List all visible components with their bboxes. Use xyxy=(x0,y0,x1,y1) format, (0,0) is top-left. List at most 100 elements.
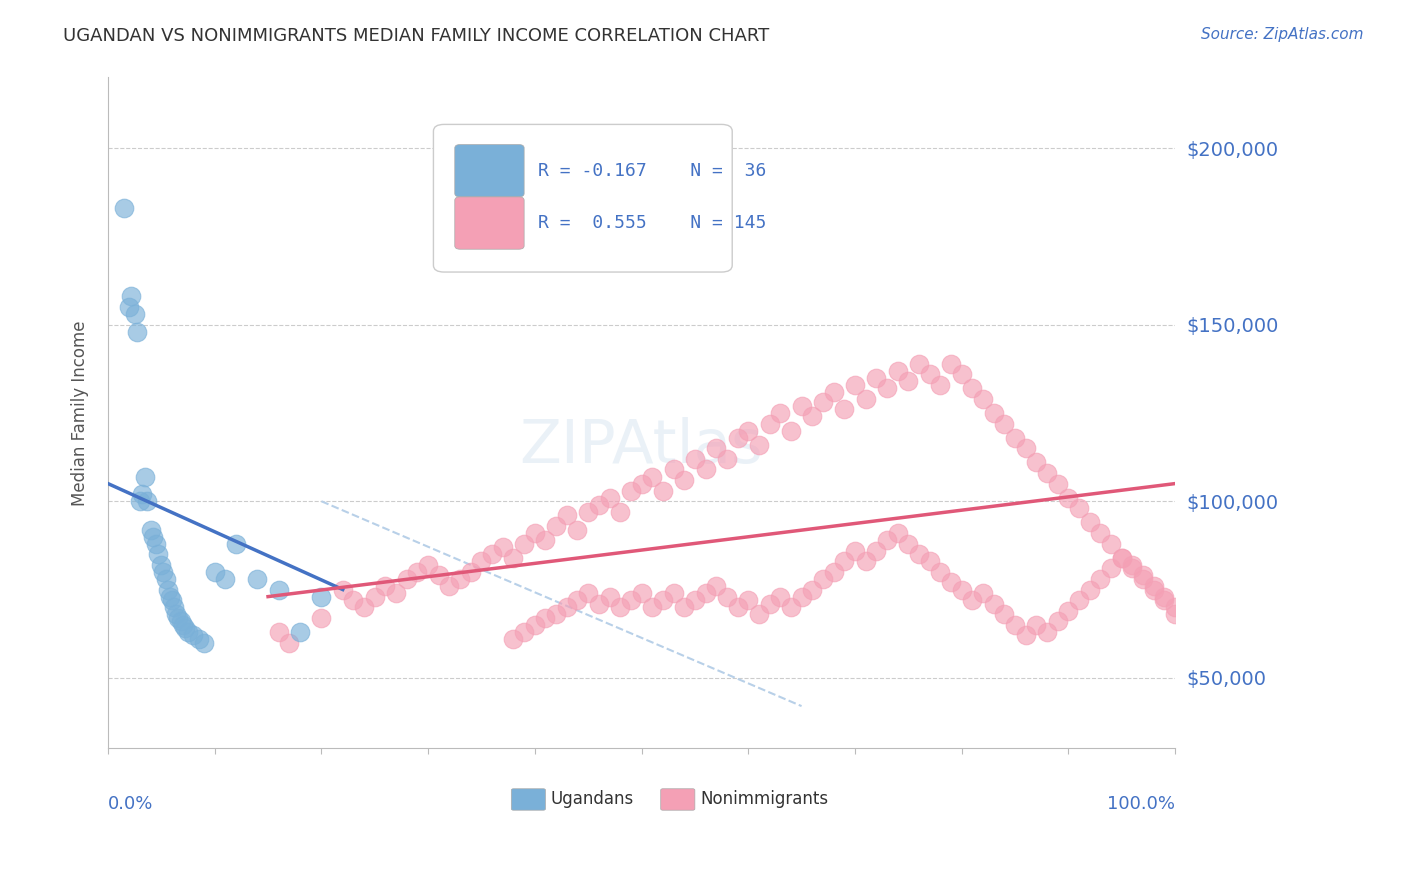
Point xyxy=(177,624,200,639)
Point xyxy=(886,526,908,541)
Point xyxy=(983,597,1005,611)
Text: Source: ZipAtlas.com: Source: ZipAtlas.com xyxy=(1201,27,1364,42)
Point xyxy=(1099,561,1122,575)
Point xyxy=(534,533,557,547)
Point xyxy=(159,590,181,604)
Point xyxy=(567,593,589,607)
Point xyxy=(406,565,429,579)
Point xyxy=(523,618,546,632)
Point xyxy=(160,593,183,607)
Point xyxy=(311,590,333,604)
Point xyxy=(416,558,439,572)
Point xyxy=(897,374,920,388)
Point xyxy=(876,533,898,547)
Point xyxy=(929,377,952,392)
Point xyxy=(598,491,620,505)
Point xyxy=(1014,442,1036,456)
Point xyxy=(929,565,952,579)
Point xyxy=(1090,526,1112,541)
Point xyxy=(332,582,354,597)
Point xyxy=(993,417,1015,431)
Point xyxy=(118,300,141,314)
Point xyxy=(1111,550,1133,565)
Point xyxy=(1132,572,1154,586)
Point xyxy=(145,536,167,550)
Point xyxy=(150,558,173,572)
Point xyxy=(769,590,792,604)
Point xyxy=(112,201,135,215)
Point xyxy=(172,618,194,632)
Point xyxy=(918,367,941,381)
Point xyxy=(737,593,759,607)
Point xyxy=(1004,618,1026,632)
Point xyxy=(364,590,387,604)
Point xyxy=(152,565,174,579)
Point xyxy=(225,536,247,550)
Point xyxy=(163,600,186,615)
Point xyxy=(641,600,664,615)
Text: Ugandans: Ugandans xyxy=(551,790,634,808)
Point xyxy=(502,632,524,646)
Point xyxy=(801,409,824,424)
Text: Nonimmigrants: Nonimmigrants xyxy=(700,790,828,808)
Point xyxy=(1078,582,1101,597)
Text: 0.0%: 0.0% xyxy=(108,796,153,814)
Point xyxy=(1057,604,1080,618)
Point xyxy=(395,572,418,586)
Point xyxy=(758,597,780,611)
Point xyxy=(342,593,364,607)
Point xyxy=(811,572,834,586)
Point xyxy=(598,590,620,604)
Text: ZIPAtlas: ZIPAtlas xyxy=(520,417,763,476)
Point xyxy=(673,473,696,487)
Point xyxy=(460,565,482,579)
Point xyxy=(470,554,492,568)
Point xyxy=(278,635,301,649)
Point xyxy=(662,462,685,476)
Point xyxy=(576,586,599,600)
Point xyxy=(1153,590,1175,604)
Point xyxy=(546,519,568,533)
Point xyxy=(727,600,749,615)
Point xyxy=(165,607,187,622)
Point xyxy=(555,508,578,523)
Point xyxy=(865,543,887,558)
Point xyxy=(1057,491,1080,505)
Point xyxy=(769,406,792,420)
Point xyxy=(1036,624,1059,639)
Point xyxy=(555,600,578,615)
Point xyxy=(811,395,834,409)
Point xyxy=(876,381,898,395)
Point xyxy=(124,307,146,321)
Point xyxy=(844,543,866,558)
Point xyxy=(146,547,169,561)
Text: UGANDAN VS NONIMMIGRANTS MEDIAN FAMILY INCOME CORRELATION CHART: UGANDAN VS NONIMMIGRANTS MEDIAN FAMILY I… xyxy=(63,27,769,45)
Point xyxy=(1164,607,1187,622)
Point xyxy=(950,582,973,597)
Point xyxy=(1143,582,1166,597)
FancyBboxPatch shape xyxy=(433,124,733,272)
Point xyxy=(716,451,738,466)
Point xyxy=(832,402,855,417)
Point xyxy=(1025,618,1047,632)
Point xyxy=(1046,615,1069,629)
Point xyxy=(609,505,631,519)
Point xyxy=(683,451,706,466)
Text: R = -0.167    N =  36: R = -0.167 N = 36 xyxy=(538,161,766,179)
Point xyxy=(567,523,589,537)
Point xyxy=(673,600,696,615)
Point xyxy=(155,572,177,586)
Point xyxy=(1099,536,1122,550)
Point xyxy=(823,384,845,399)
Point xyxy=(492,540,515,554)
Point xyxy=(780,424,803,438)
Point xyxy=(183,628,205,642)
Point xyxy=(523,526,546,541)
Y-axis label: Median Family Income: Median Family Income xyxy=(72,320,89,506)
Point xyxy=(139,523,162,537)
Point xyxy=(908,547,931,561)
Point xyxy=(1025,455,1047,469)
Point xyxy=(449,572,471,586)
Point xyxy=(267,624,290,639)
Point xyxy=(651,483,673,498)
